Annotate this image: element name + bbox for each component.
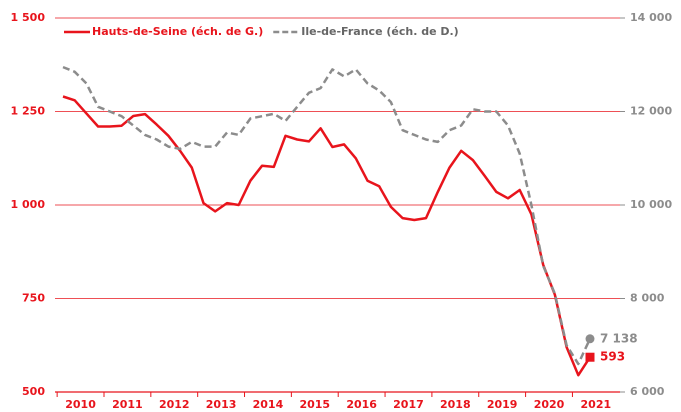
legend: Hauts-de-Seine (éch. de G.) Ile-de-France… [60,22,459,42]
data-label: 7 138 [600,331,638,345]
end-marker [585,352,595,362]
x-tick-label: 2018 [440,398,471,411]
y-tick-label: 1 250 [11,105,46,118]
x-tick-label: 2014 [253,398,284,411]
series-line [62,95,592,377]
legend-bg [60,22,450,42]
y-tick-label: 1 000 [11,198,46,211]
x-tick-label: 2015 [299,398,330,411]
x-tick-label: 2020 [534,398,565,411]
legend-label: Hauts-de-Seine (éch. de G.) [92,25,263,38]
x-tick-label: 2021 [581,398,612,411]
y-tick-label: 1 500 [11,11,46,24]
x-tick-label: 2010 [65,398,96,411]
series-line [62,65,592,366]
end-marker [585,334,595,344]
y2-tick-label: 12 000 [630,105,672,118]
y2-tick-label: 10 000 [630,198,672,211]
x-tick-label: 2016 [346,398,377,411]
x-tick-label: 2013 [206,398,237,411]
y-tick-label: 750 [22,292,45,305]
y2-tick-label: 14 000 [630,11,672,24]
y-tick-label: 500 [22,385,45,398]
x-tick-label: 2011 [112,398,143,411]
y2-tick-label: 6 000 [630,385,665,398]
x-tick-label: 2012 [159,398,190,411]
y2-tick-label: 8 000 [630,292,665,305]
legend-label: Ile-de-France (éch. de D.) [301,25,458,38]
data-label: 593 [600,350,625,364]
x-tick-label: 2019 [487,398,518,411]
x-tick-label: 2017 [393,398,424,411]
